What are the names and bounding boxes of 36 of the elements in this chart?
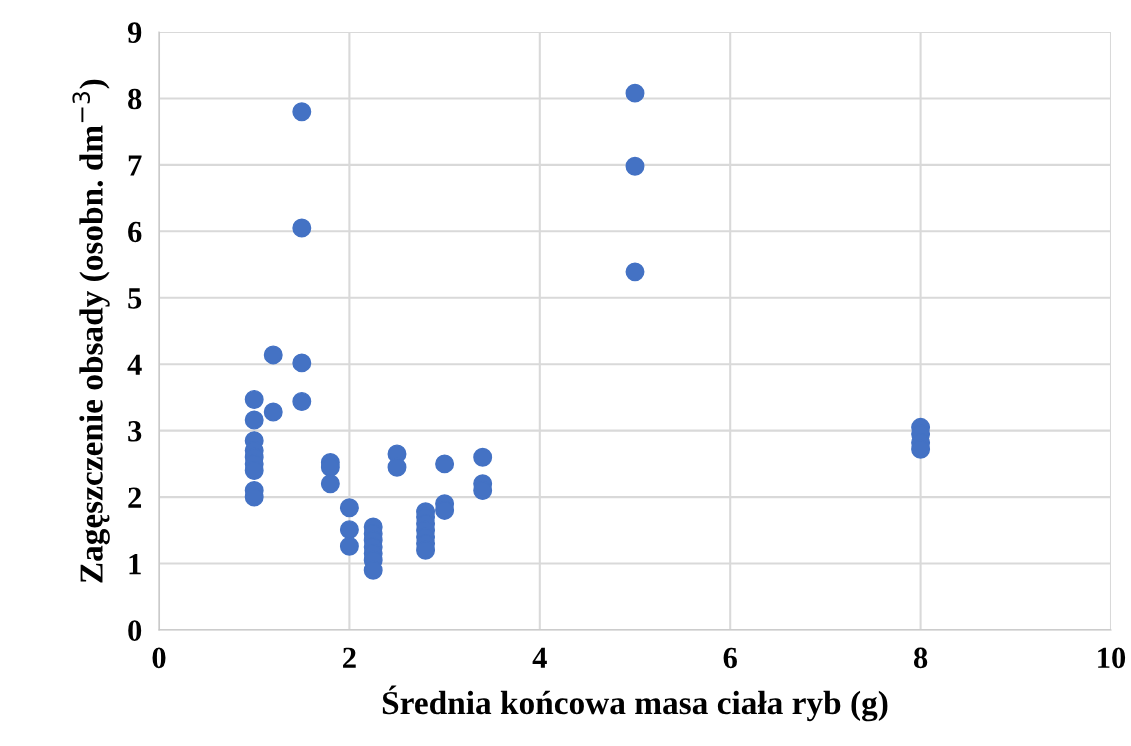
point <box>263 402 283 422</box>
point <box>320 474 340 494</box>
y-tick-label: 7 <box>128 155 142 176</box>
x-tick-label: 4 <box>532 647 547 668</box>
y-axis-title: Zagęszczenie obsady (osobn. dm$^{−3}$) <box>72 79 110 583</box>
x-tick-label: 8 <box>913 647 928 669</box>
point <box>292 218 312 238</box>
x-tick-label: 10 <box>1098 647 1126 669</box>
y-tick-label: 6 <box>128 221 142 243</box>
x-tick-label: 2 <box>343 647 356 668</box>
y-tick-label: 2 <box>128 487 142 508</box>
x-tick-label: 6 <box>723 647 737 669</box>
y-tick-label: 9 <box>127 22 142 43</box>
x-tick-label: 0 <box>152 647 166 669</box>
point <box>244 389 264 409</box>
point <box>625 262 645 282</box>
point <box>435 454 455 474</box>
point <box>292 353 312 373</box>
y-tick-label: 5 <box>128 288 142 309</box>
point <box>292 391 312 411</box>
x-axis-title: Średnia końcowa masa ciała ryb (g) <box>382 685 888 722</box>
point <box>292 102 312 122</box>
point <box>244 410 264 430</box>
point <box>339 498 359 518</box>
point <box>387 457 407 477</box>
point <box>339 536 359 556</box>
point <box>473 447 493 467</box>
point <box>263 345 283 365</box>
point <box>625 156 645 176</box>
y-tick-label: 3 <box>128 421 142 442</box>
point <box>339 520 359 540</box>
y-tick-label: 1 <box>129 553 141 575</box>
y-tick-label: 8 <box>128 88 142 110</box>
point <box>625 83 645 103</box>
y-tick-label: 4 <box>127 354 142 375</box>
y-tick-label: 0 <box>128 620 142 641</box>
